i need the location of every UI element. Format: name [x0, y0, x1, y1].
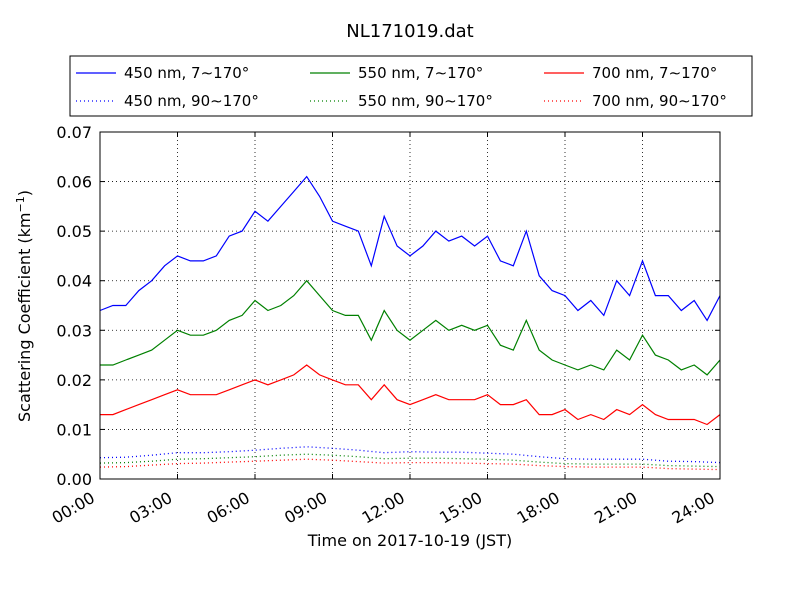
y-axis-label: Scattering Coefficient (km−1)	[14, 190, 34, 422]
series-line-0	[99, 175, 721, 322]
y-tick-label: 0.01	[56, 420, 92, 439]
legend: 450 nm, 7∼170° 450 nm, 90∼170° 550 nm, 7∼1…	[69, 55, 753, 117]
y-tick-label: 0.00	[56, 470, 92, 489]
y-tick-label: 0.07	[56, 123, 92, 142]
legend-frame	[69, 55, 753, 117]
x-axis-label: Time on 2017-10-19 (JST)	[307, 531, 512, 550]
y-tick-label: 0.03	[56, 321, 92, 340]
legend-label-2: 550 nm, 7∼170°	[358, 64, 483, 82]
plot-frame	[99, 131, 721, 480]
legend-label-1: 450 nm, 90∼170°	[124, 92, 259, 110]
series-line-4	[100, 364, 721, 426]
y-tick-label: 0.04	[56, 272, 92, 291]
y-tick-label: 0.02	[56, 371, 92, 390]
plot-area	[100, 132, 720, 479]
series-line-2	[100, 279, 721, 376]
legend-label-5: 700 nm, 90∼170°	[592, 92, 727, 110]
y-tick-label: 0.06	[56, 173, 92, 192]
y-axis-label-main: Scattering Coefficient (km	[15, 212, 34, 422]
y-tick-label: 0.05	[56, 222, 92, 241]
chart-title: NL171019.dat	[346, 21, 473, 42]
y-axis-label-exponent: −1	[14, 196, 27, 212]
legend-label-3: 550 nm, 90∼170°	[358, 92, 493, 110]
legend-label-4: 700 nm, 7∼170°	[592, 64, 717, 82]
y-axis-label-close: )	[15, 190, 34, 196]
legend-label-0: 450 nm, 7∼170°	[124, 64, 249, 82]
series-layer	[99, 175, 721, 471]
